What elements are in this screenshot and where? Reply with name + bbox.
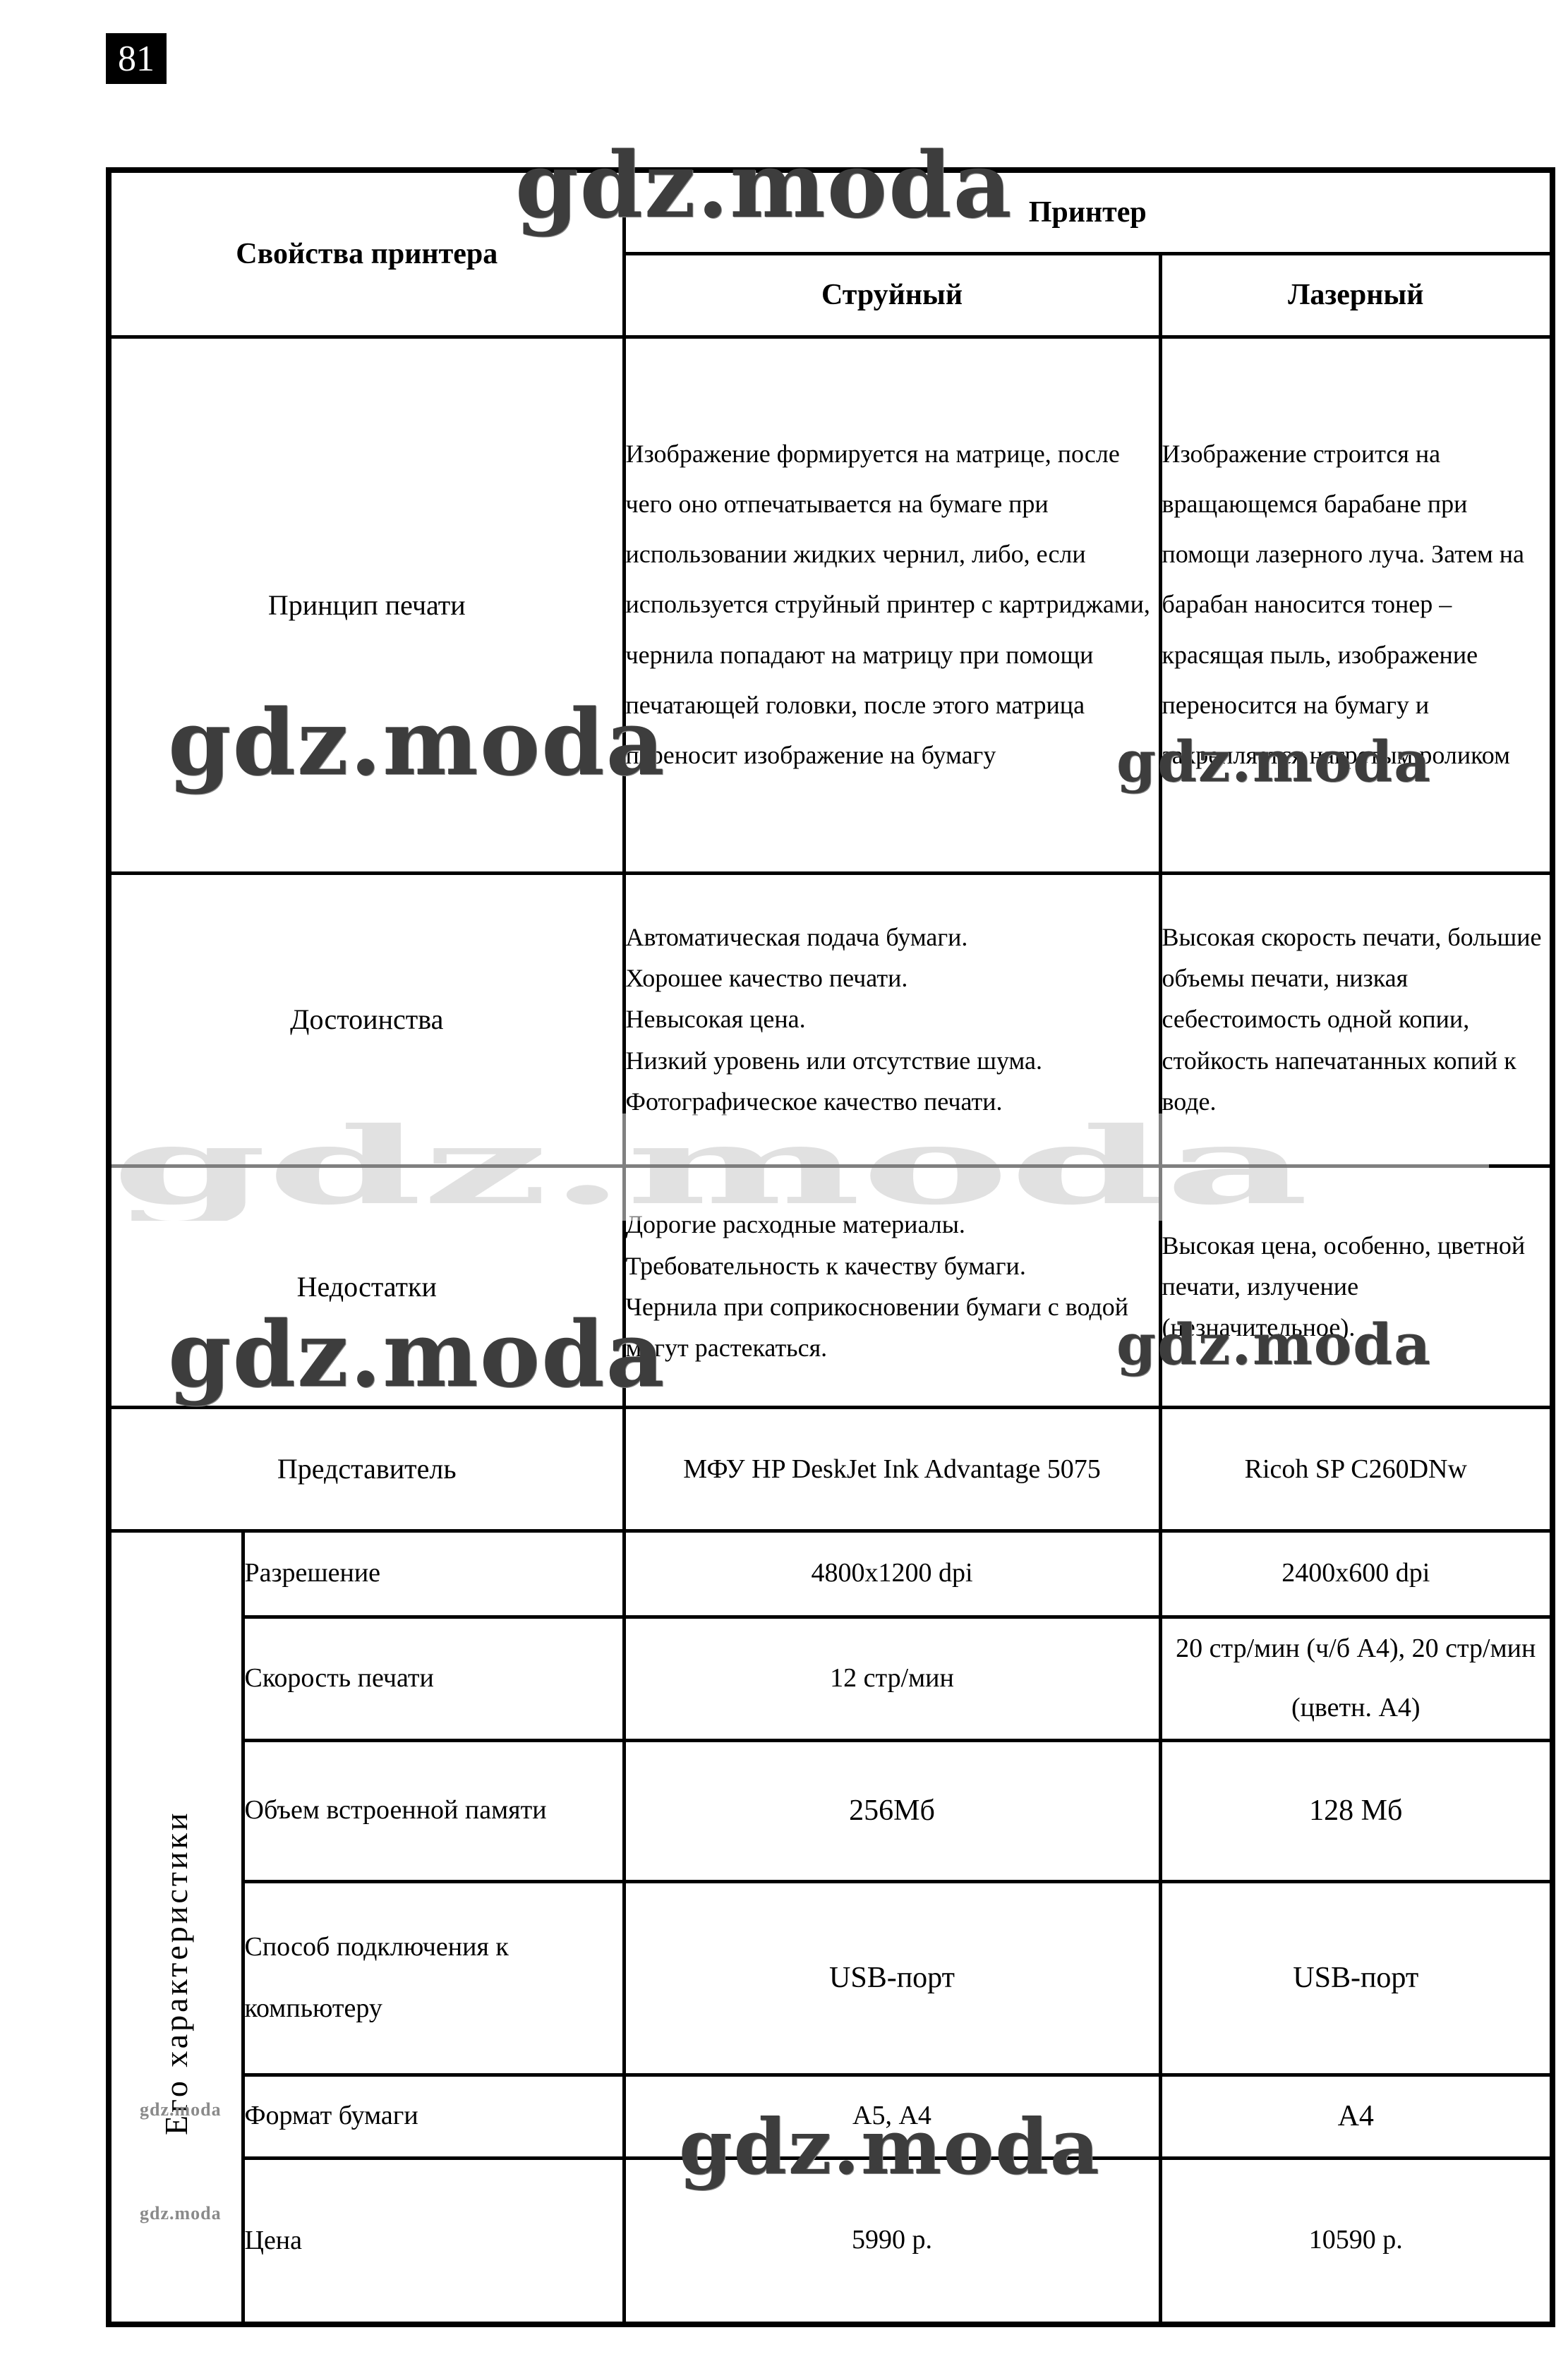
row-resolution: Его характеристики Разрешение 4800x1200 … [107,1528,1555,2326]
cell-print-speed-laser: 20 стр/мин (ч/б А4), 20 стр/мин (цветн. … [1158,1614,1555,1742]
char-label-print-speed: Скорость печати [241,1614,626,1742]
cell-memory-laser: 128 Мб [1158,1738,1555,1883]
cell-advantages-laser: Высокая скорость печати, большие объемы … [1158,871,1555,1168]
cell-disadvantages-laser: Высокая цена, особенно, цветной печати, … [1158,1164,1555,1409]
header-row-2: Струйный Лазерный [109,251,1555,339]
row-connection: Способ подключения к компьютеру USB-порт… [109,1879,1555,2077]
cell-principle-laser: Изображение строится на вращающемся бара… [1158,334,1555,875]
cell-disadvantages-inkjet: Дорогие расходные материалы. Требователь… [622,1164,1162,1409]
row-advantages: Достоинства Автоматическая подача бумаги… [107,871,1555,1168]
page-number: 81 [118,38,155,79]
characteristics-group-cell: Его характеристики [107,1528,245,2326]
cell-paper-format-inkjet: А5, А4 [622,2072,1162,2160]
cell-resolution-laser: 2400x600 dpi [1158,1528,1555,1619]
cell-representative-laser: Ricoh SP C260DNw [1158,1405,1555,1533]
row-paper-format: Формат бумаги А5, А4 А4 [109,2072,1555,2160]
char-label-paper-format: Формат бумаги [241,2072,626,2160]
header-laser: Лазерный [1158,251,1555,339]
header-inkjet: Струйный [622,251,1162,339]
cell-connection-inkjet: USB-порт [622,1879,1162,2077]
row-printing-principle: Принцип печати Изображение формируется н… [107,334,1555,875]
char-label-memory: Объем встроенной памяти [241,1738,626,1883]
header-row-1: Свойства принтера Принтер [107,168,1555,339]
row-label-advantages: Достоинства [107,871,626,1168]
cell-print-speed-inkjet: 12 стр/мин [622,1614,1162,1742]
cell-principle-inkjet: Изображение формируется на матрице, посл… [622,334,1162,875]
row-disadvantages: Недостатки Дорогие расходные материалы. … [107,1164,1555,1409]
char-label-connection: Способ подключения к компьютеру [241,1879,626,2077]
cell-price-laser: 10590 р. [1158,2156,1555,2326]
row-label-principle: Принцип печати [107,334,626,875]
char-label-price: Цена [241,2156,626,2326]
row-price: Цена 5990 р. 10590 р. [109,2156,1555,2326]
cell-memory-inkjet: 256Мб [622,1738,1162,1883]
row-representative: Представитель МФУ HP DeskJet Ink Advanta… [107,1405,1555,1533]
header-properties: Свойства принтера [107,168,626,339]
cell-connection-laser: USB-порт [1158,1879,1555,2077]
char-label-resolution: Разрешение [241,1528,626,1619]
cell-representative-inkjet: МФУ HP DeskJet Ink Advantage 5075 [622,1405,1162,1533]
characteristics-group-label: Его характеристики [157,1810,194,2135]
printer-comparison-table: Свойства принтера Принтер Струйный Лазер… [106,167,1555,2327]
cell-advantages-inkjet: Автоматическая подача бумаги. Хорошее ка… [622,871,1162,1168]
row-print-speed: Скорость печати 12 стр/мин 20 стр/мин (ч… [109,1614,1555,1742]
row-memory: Объем встроенной памяти 256Мб 128 Мб [109,1738,1555,1883]
cell-resolution-inkjet: 4800x1200 dpi [622,1528,1162,1619]
row-label-representative: Представитель [107,1405,626,1533]
page-number-badge: 81 [106,33,167,84]
row-label-disadvantages: Недостатки [107,1164,626,1409]
header-printer: Принтер [622,168,1555,255]
cell-price-inkjet: 5990 р. [622,2156,1162,2326]
cell-paper-format-laser: А4 [1158,2072,1555,2160]
